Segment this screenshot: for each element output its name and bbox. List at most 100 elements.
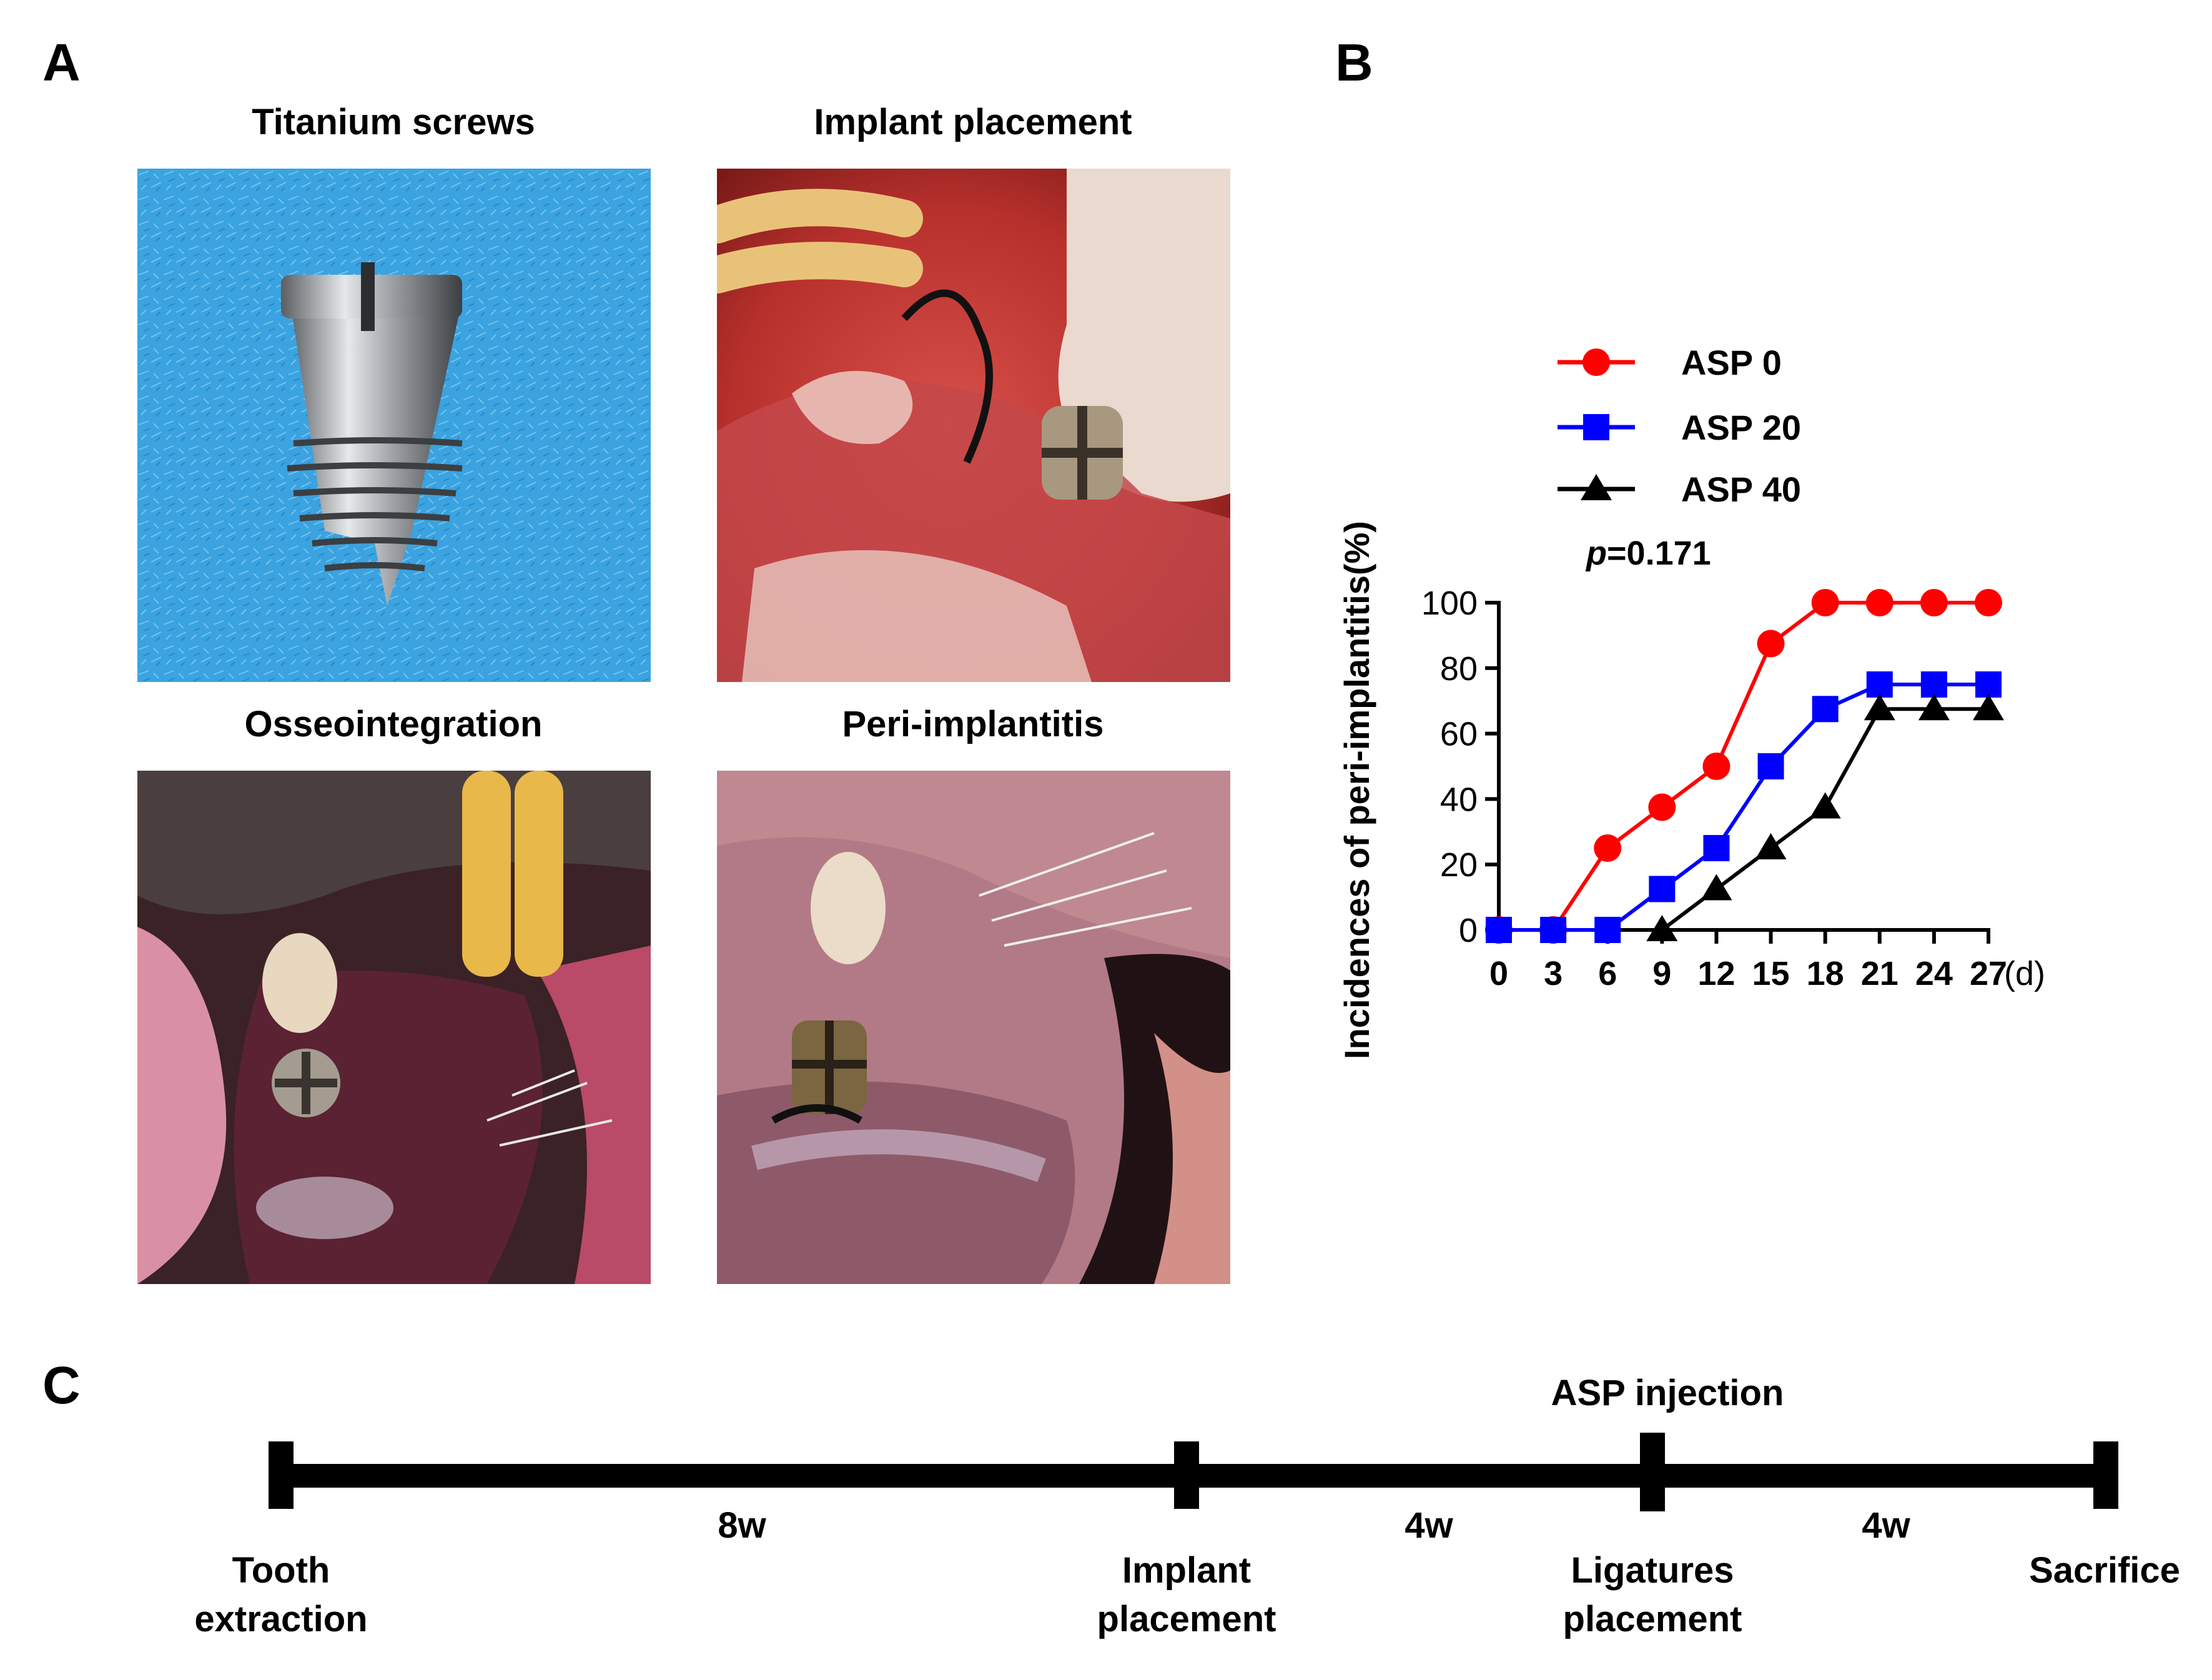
data-point [1975,671,2002,698]
data-point [1646,915,1678,941]
yellow-retractor [462,771,563,977]
data-point [1703,835,1730,861]
implant-placement-image [717,169,1230,682]
data-point [1866,671,1893,698]
x-tick-label: 3 [1544,955,1563,992]
series-line [1499,683,1988,932]
screw-shape [281,262,463,606]
panel-label-a: A [42,33,81,92]
photo-title-osseointegration: Osseointegration [244,704,543,744]
series-asp-40 [1646,694,2004,941]
data-point [1811,589,1839,616]
data-point [1920,671,1947,698]
x-tick-label: 0 [1489,955,1508,992]
photo-title-peri-implantitis: Peri-implantitis [842,704,1104,744]
data-point [1649,876,1676,902]
event-sacrifice-line1: Sacrifice [2029,1550,2180,1591]
x-tick-label: 21 [1861,955,1898,992]
data-point [1583,414,1609,440]
implant-head [272,1049,340,1117]
event-implant-placement-line1: Implant [1122,1550,1252,1591]
legend-label: ASP 20 [1681,408,1801,447]
data-point [1648,793,1676,821]
yellow-retractor [717,189,923,294]
chart-legend: ASP 0 ASP 20 ASP 40 [1558,343,1801,509]
data-point [1757,630,1785,658]
data-point [1918,694,1950,721]
legend-label: ASP 40 [1681,470,1801,509]
data-point [1920,589,1948,616]
y-tick-label: 80 [1440,650,1478,688]
y-tick-label: 100 [1421,585,1478,622]
photo-osseointegration [137,771,651,1284]
panel-label-c: C [42,1356,81,1415]
interval-8w: 8w [718,1505,766,1546]
data-point [1755,833,1787,859]
timeline-tick-ligatures-placement [1640,1433,1665,1511]
data-point [1865,589,1894,616]
photo-title-implant-placement: Implant placement [814,102,1132,142]
y-axis-label: Incidences of peri-implantitis(%) [1337,521,1376,1059]
panel-label-b: B [1335,33,1373,92]
data-point [1582,348,1610,376]
data-point [1757,753,1784,779]
photo-peri-implantitis [717,771,1230,1284]
event-tooth-extraction-line1: Tooth [232,1550,330,1591]
data-point [1812,696,1839,723]
interval-4w-second: 4w [1862,1505,1910,1546]
data-point [1809,792,1841,819]
data-point [1975,589,2002,616]
event-implant-placement: Implant placement [1037,1546,1336,1644]
p-value-symbol: p [1585,535,1607,572]
event-sacrifice: Sacrifice [1998,1546,2211,1595]
data-point [1701,874,1732,901]
photo-titanium-screw [137,169,651,682]
timeline-tick-implant-placement [1174,1441,1199,1509]
y-tick-label: 60 [1440,716,1478,753]
data-point [1594,834,1622,862]
photo-implant-placement [717,169,1230,682]
x-tick-label: 18 [1807,955,1844,992]
timeline-tick-sacrifice [2093,1441,2118,1509]
data-point [1540,917,1567,943]
data-point [1581,474,1612,500]
x-tick-label: 9 [1652,955,1671,992]
y-tick-label: 40 [1440,781,1478,818]
legend-entry: ASP 0 [1558,343,1782,382]
x-tick-label: 6 [1598,955,1617,992]
x-axis-unit-label: (d) [2004,955,2045,992]
x-tick-label: 27 [1970,955,2007,992]
asp-injection-label: ASP injection [1551,1373,1784,1413]
interval-4w-first: 4w [1405,1505,1453,1546]
p-value-annotation: p=0.171 [1585,535,1711,572]
event-ligatures-placement: Ligatures placement [1503,1546,1802,1644]
photo-title-titanium-screws: Titanium screws [252,102,535,142]
series-asp-20 [1486,671,2002,943]
titanium-screw-image [137,169,651,682]
event-tooth-extraction-line2: extraction [194,1599,368,1640]
implant-head [1042,406,1123,500]
data-point [1864,694,1895,721]
data-point [1973,694,2004,721]
event-ligatures-placement-line2: placement [1563,1599,1742,1640]
osseointegration-image [137,771,651,1284]
timeline-bar [282,1464,2108,1488]
x-tick-label: 15 [1752,955,1790,992]
event-ligatures-placement-line1: Ligatures [1571,1550,1734,1591]
peri-implantitis-image [717,771,1230,1284]
y-tick-label: 0 [1459,912,1478,949]
event-implant-placement-line2: placement [1097,1599,1276,1640]
data-point [1702,753,1731,780]
legend-entry: ASP 20 [1558,408,1801,447]
series-asp-0 [1485,589,2002,944]
event-tooth-extraction: Tooth extraction [131,1546,431,1644]
x-tick-label: 24 [1915,955,1953,992]
implant-head [771,1020,867,1124]
timeline-tick-tooth-extraction [269,1441,294,1509]
p-value-number: =0.171 [1607,535,1711,572]
y-tick-label: 20 [1440,846,1478,884]
x-tick-label: 12 [1697,955,1735,992]
legend-entry: ASP 40 [1558,470,1801,509]
legend-label: ASP 0 [1681,343,1782,382]
